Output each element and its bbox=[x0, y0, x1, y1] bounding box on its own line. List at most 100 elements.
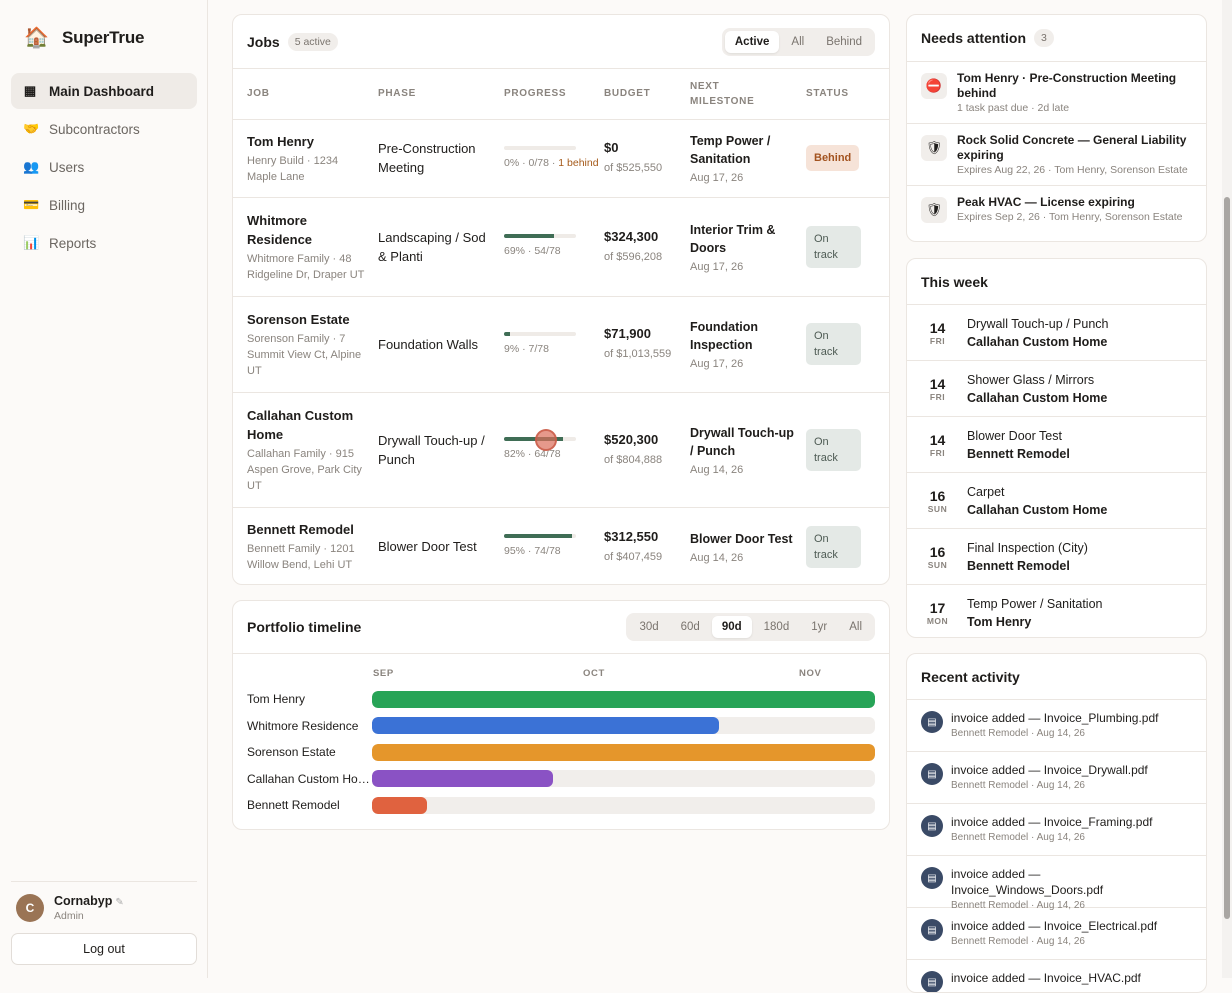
timeline-row[interactable]: Bennett Remodel bbox=[247, 796, 877, 814]
timeline-bar[interactable] bbox=[372, 690, 875, 708]
budget-cell: $71,900 of $1,013,559 bbox=[604, 296, 690, 393]
scrollbar-thumb[interactable] bbox=[1224, 197, 1230, 919]
attention-item[interactable]: 🛡 Peak HVAC — License expiring Expires Sep… bbox=[907, 186, 1206, 232]
range-30d[interactable]: 30d bbox=[639, 621, 659, 633]
status-badge: On track bbox=[806, 323, 861, 365]
filter-active[interactable]: Active bbox=[724, 30, 780, 53]
column-header-status[interactable]: Status bbox=[806, 69, 889, 120]
page-scrollbar[interactable] bbox=[1222, 0, 1232, 978]
attention-item[interactable]: 🛡 Rock Solid Concrete — General Liability… bbox=[907, 124, 1206, 186]
table-row[interactable]: Sorenson Estate Sorenson Family · 7 Summi… bbox=[233, 296, 889, 393]
status-cell: On track bbox=[806, 507, 889, 584]
timeline-track bbox=[372, 743, 875, 761]
range-all[interactable]: All bbox=[849, 621, 862, 633]
filter-behind[interactable]: Behind bbox=[826, 35, 862, 48]
document-icon: ▤ bbox=[921, 763, 943, 785]
job-name[interactable]: Bennett Remodel bbox=[247, 522, 354, 538]
budget-spent: $71,900 bbox=[604, 326, 651, 341]
timeline-bar[interactable] bbox=[372, 796, 428, 814]
jobs-table: Job Phase Progress Budget Next milestone… bbox=[233, 69, 889, 584]
status-badge: On track bbox=[806, 428, 861, 471]
range-90d[interactable]: 90d bbox=[711, 616, 752, 638]
timeline-title: Portfolio timeline bbox=[247, 619, 362, 635]
milestone-cell: Blower Door Test Aug 14, 26 bbox=[690, 507, 806, 584]
activity-item[interactable]: ▤ invoice added — Invoice_HVAC.pdf bbox=[907, 960, 1206, 992]
column-header-progress[interactable]: Progress bbox=[504, 69, 604, 120]
brand[interactable]: 🏠 SuperTrue bbox=[24, 26, 144, 50]
pencil-icon[interactable]: ✎ bbox=[115, 897, 124, 908]
range-180d[interactable]: 180d bbox=[763, 621, 790, 633]
activity-text: invoice added — Invoice_Framing.pdf bbox=[951, 815, 1153, 829]
sidebar-item-users[interactable]: 👥 Users bbox=[11, 149, 197, 185]
job-name[interactable]: Tom Henry bbox=[247, 133, 314, 149]
credit-card-icon: 💳 bbox=[23, 197, 40, 212]
progress-bar-fill bbox=[504, 534, 573, 539]
activity-item[interactable]: ▤ invoice added — Invoice_Windows_Doors.p… bbox=[907, 856, 1206, 911]
job-name[interactable]: Sorenson Estate bbox=[247, 311, 350, 327]
timeline-bar[interactable] bbox=[372, 743, 875, 761]
job-cell: Whitmore Residence Whitmore Family · 48 R… bbox=[233, 197, 378, 297]
range-1yr[interactable]: 1yr bbox=[811, 621, 828, 633]
job-name[interactable]: Callahan Custom Home bbox=[247, 407, 354, 442]
table-row[interactable]: Whitmore Residence Whitmore Family · 48 R… bbox=[233, 197, 889, 297]
job-address: Henry Build · 1234 Maple Lane bbox=[247, 154, 339, 183]
job-address: Bennett Family · 1201 Willow Bend, Lehi … bbox=[247, 543, 355, 572]
sidebar-item-reports[interactable]: 📊 Reports bbox=[11, 225, 197, 261]
timeline-bar[interactable] bbox=[372, 717, 720, 734]
budget-total: of $596,208 bbox=[604, 250, 663, 263]
activity-item[interactable]: ▤ invoice added — Invoice_Plumbing.pdf Ben… bbox=[907, 700, 1206, 752]
attention-item-subtitle: Expires Aug 22, 26 · Tom Henry, Sorenson… bbox=[957, 164, 1188, 176]
week-day-number: 16 bbox=[929, 543, 946, 560]
week-job: Callahan Custom Home bbox=[967, 334, 1108, 349]
user-profile[interactable]: C Cornabyp ✎ Admin bbox=[11, 881, 197, 922]
range-60d[interactable]: 60d bbox=[680, 621, 700, 633]
attention-item[interactable]: ⛔ Tom Henry · Pre-Construction Meeting be… bbox=[907, 62, 1206, 124]
activity-item[interactable]: ▤ invoice added — Invoice_Drywall.pdf Benn… bbox=[907, 752, 1206, 804]
timeline-row-label: Whitmore Residence bbox=[247, 718, 359, 733]
progress-count: 82% · 64/78 bbox=[504, 448, 561, 460]
timeline-row[interactable]: Sorenson Estate bbox=[247, 743, 877, 761]
attention-item-title: Rock Solid Concrete — General Liability … bbox=[957, 133, 1187, 162]
no-entry-icon: ⛔ bbox=[921, 73, 947, 99]
sidebar-item-subcontractors[interactable]: 🤝 Subcontractors bbox=[11, 111, 197, 147]
activity-text: invoice added — Invoice_Plumbing.pdf bbox=[951, 711, 1159, 725]
sidebar-nav: ▦ Main Dashboard 🤝 Subcontractors 👥 Users 💳… bbox=[11, 73, 197, 263]
sidebar-item-main-dashboard[interactable]: ▦ Main Dashboard bbox=[11, 73, 197, 109]
column-header-budget[interactable]: Budget bbox=[604, 69, 690, 120]
week-item[interactable]: 16 SUN Carpet Callahan Custom Home bbox=[907, 473, 1206, 529]
week-item[interactable]: 14 FRI Blower Door Test Bennett Remodel bbox=[907, 417, 1206, 473]
timeline-row[interactable]: Tom Henry bbox=[247, 690, 877, 708]
month-label: NOV bbox=[799, 668, 822, 679]
table-row[interactable]: Tom Henry Henry Build · 1234 Maple Lane Pr… bbox=[233, 119, 889, 198]
timeline-row[interactable]: Callahan Custom Home bbox=[247, 770, 877, 788]
activity-item[interactable]: ▤ invoice added — Invoice_Framing.pdf Benn… bbox=[907, 804, 1206, 856]
logout-button[interactable]: Log out bbox=[11, 933, 197, 965]
budget-cell: $0 of $525,550 bbox=[604, 119, 690, 198]
activity-subtitle: Bennett Remodel · Aug 14, 26 bbox=[951, 936, 1085, 947]
filter-all[interactable]: All bbox=[791, 35, 805, 48]
column-header-next-milestone[interactable]: Next milestone bbox=[690, 69, 806, 120]
week-item[interactable]: 16 SUN Final Inspection (City) Bennett Remo… bbox=[907, 529, 1206, 585]
progress-count: 69% · 54/78 bbox=[504, 245, 561, 257]
timeline-bar[interactable] bbox=[372, 770, 554, 787]
week-item[interactable]: 14 FRI Shower Glass / Mirrors Callahan Cust… bbox=[907, 361, 1206, 417]
week-item[interactable]: 17 MON Temp Power / Sanitation Tom Henry bbox=[907, 585, 1206, 637]
attention-item-title: Peak HVAC — License expiring bbox=[957, 195, 1135, 209]
sidebar-item-billing[interactable]: 💳 Billing bbox=[11, 187, 197, 223]
table-row[interactable]: Callahan Custom Home Callahan Family · 91… bbox=[233, 392, 889, 508]
milestone-cell: Foundation Inspection Aug 17, 26 bbox=[690, 296, 806, 393]
progress-cell: 9% · 7/78 bbox=[504, 296, 604, 393]
table-row[interactable]: Bennett Remodel Bennett Family · 1201 Wil… bbox=[233, 507, 889, 584]
week-item[interactable]: 14 FRI Drywall Touch-up / Punch Callahan Cu… bbox=[907, 305, 1206, 361]
job-name[interactable]: Whitmore Residence bbox=[247, 212, 313, 247]
week-task: Temp Power / Sanitation bbox=[967, 597, 1103, 611]
progress-text: 69% · 54/78 bbox=[504, 244, 604, 259]
needs-attention-card: Needs attention 3 ⛔ Tom Henry · Pre-Const… bbox=[906, 14, 1207, 242]
timeline-track bbox=[372, 770, 875, 787]
activity-item[interactable]: ▤ invoice added — Invoice_Electrical.pdf B… bbox=[907, 908, 1206, 960]
timeline-row[interactable]: Whitmore Residence bbox=[247, 717, 877, 735]
attention-item-title: Tom Henry · Pre-Construction Meeting beh… bbox=[957, 71, 1177, 100]
column-header-job[interactable]: Job bbox=[233, 69, 378, 120]
jobs-card: Jobs 5 active Active All Behind Job Phas… bbox=[232, 14, 890, 585]
column-header-phase[interactable]: Phase bbox=[378, 69, 504, 120]
